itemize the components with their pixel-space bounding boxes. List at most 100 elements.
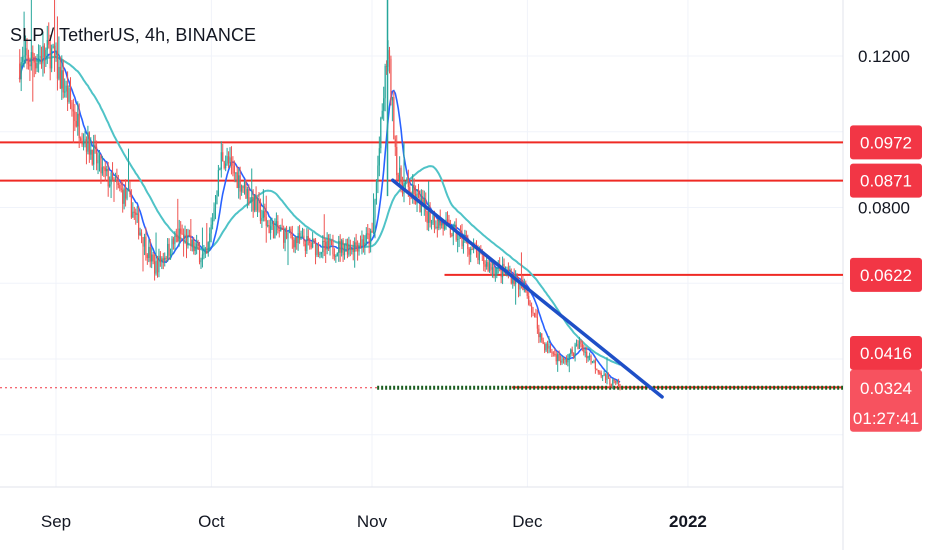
candle-body (213, 208, 215, 221)
candle-body (164, 257, 166, 261)
candle-body (361, 239, 363, 247)
candle-body (238, 175, 240, 188)
candle-body (136, 213, 138, 215)
candle-body (609, 377, 611, 385)
candle-body (529, 304, 531, 306)
current-price-label: 0.0324 (860, 379, 912, 398)
candle-body (300, 236, 302, 240)
candle-body (535, 313, 537, 318)
candle-body (486, 262, 488, 267)
candle-body (110, 172, 112, 185)
level-lines[interactable] (0, 141, 843, 390)
candle-body (320, 252, 322, 254)
candle-body (226, 156, 228, 164)
candle-body (330, 240, 333, 242)
trendline-group[interactable] (390, 178, 664, 399)
candle-body (314, 240, 317, 256)
candle-body (391, 97, 393, 101)
x-tick-label: Oct (198, 512, 225, 531)
candle-body (433, 215, 436, 228)
candle-body (51, 48, 53, 69)
candle-body (290, 228, 292, 236)
candle-body (93, 144, 95, 165)
candle-body (27, 54, 30, 65)
candle-body (285, 227, 288, 239)
candle-body (370, 230, 372, 245)
candle-body (119, 184, 121, 189)
candle-body (575, 344, 578, 346)
candle-body (517, 280, 520, 290)
candle-body (35, 62, 37, 69)
candle-body (365, 233, 367, 243)
candle-body (377, 165, 379, 183)
candle-body (533, 313, 536, 315)
x-tick-label: Nov (357, 512, 388, 531)
candle-body (88, 132, 90, 155)
candle-body (307, 236, 309, 240)
current-price-badge (850, 369, 922, 432)
candle-body (422, 198, 424, 206)
candle-body (22, 56, 24, 63)
candle-body (600, 372, 602, 377)
candle-body (496, 267, 498, 275)
candle-body (246, 189, 248, 199)
candle-body (29, 64, 31, 67)
candle-body (457, 239, 459, 241)
candle-body (26, 48, 28, 55)
candle-body (309, 239, 311, 243)
candle-body (606, 375, 608, 381)
candle-body (42, 45, 44, 64)
trendline[interactable] (390, 178, 664, 399)
candle-body (274, 226, 276, 239)
candle-body (341, 240, 343, 253)
candle-body (442, 223, 444, 229)
candle-body (355, 242, 357, 245)
candle-body (488, 263, 491, 271)
candle-body (116, 179, 118, 184)
ma-slow-line (18, 55, 621, 366)
candle-body (259, 202, 262, 221)
candle-body (484, 264, 486, 267)
candle-body (385, 65, 388, 67)
candle-body (268, 225, 270, 234)
candle-body (413, 184, 415, 195)
candle-body (544, 344, 546, 351)
candle-body (269, 226, 272, 234)
candle-body (264, 211, 266, 218)
candle-body (352, 248, 354, 252)
candle-body (298, 233, 301, 240)
candle-body (129, 190, 131, 195)
candle-body (348, 245, 350, 255)
candle-body (130, 194, 132, 218)
candle-body (230, 157, 233, 163)
candle-body (182, 234, 185, 238)
candle-body (43, 45, 45, 58)
candle-body (225, 163, 227, 169)
candle-body (378, 148, 380, 166)
candle-body (109, 184, 111, 187)
candle-body (561, 358, 563, 363)
candle-body (461, 232, 463, 247)
candle-body (510, 272, 512, 284)
candle-body (169, 254, 172, 256)
candle-body (251, 196, 253, 202)
candle-body (583, 349, 585, 353)
candle-body (580, 341, 582, 344)
candle-body (161, 258, 163, 263)
candle-body (428, 210, 430, 224)
candle-body (80, 138, 82, 141)
candle-body (64, 91, 66, 93)
candle-body (46, 40, 48, 50)
candle-body (557, 354, 559, 362)
candle-body (278, 229, 280, 232)
candle-body (104, 167, 106, 172)
candle-body (539, 333, 541, 338)
candle-body (188, 234, 190, 236)
candle-body (37, 58, 40, 63)
tick-labels: Sep Oct Nov Dec 2022 0.1200 0.0800 (41, 47, 910, 531)
candle-body (423, 199, 425, 206)
candle-body (490, 263, 492, 270)
candle-body (303, 235, 305, 244)
candle-body (265, 217, 267, 226)
